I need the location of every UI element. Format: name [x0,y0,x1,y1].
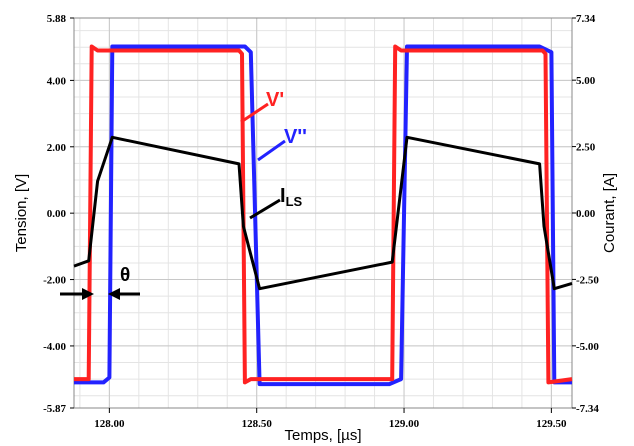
x-tick-label: 128.50 [242,418,273,430]
theta-arrow-left-head [82,288,94,300]
y-right-tick-label: 7.34 [576,13,596,25]
series-line-ils [73,135,573,291]
series-line-v-second [74,44,572,387]
annotation-ils: ILS [249,185,303,220]
y-right-tick-label: 5.00 [576,75,596,87]
y-right-tick-label: -7.34 [576,403,599,415]
y-left-tick-label: 2.00 [47,142,67,154]
x-tick-label: 129.50 [536,418,567,430]
annotation-theta-label: θ [120,265,130,286]
y-right-tick-label: 0.00 [576,208,596,220]
annotation-v-prime-pointer [240,102,269,124]
y-left-tick-label: -2.00 [43,275,66,287]
y-axis-left-title: Tension, [V] [13,174,30,252]
y-left-tick-label: -4.00 [43,341,66,353]
annotation-v-second: V'' [257,126,307,162]
annotation-ils-label: ILS [280,185,303,209]
x-tick-label: 128.00 [94,418,125,430]
x-tick-label: 129.00 [389,418,420,430]
y-left-tick-label: 5.88 [47,13,67,25]
series-line-v-prime [74,44,573,385]
theta-arrow-right-head [108,288,120,300]
y-left-tick-label: 4.00 [47,75,67,87]
y-right-tick-label: -2.50 [576,274,599,286]
y-right-tick-label: 2.50 [576,142,596,154]
annotation-v-second-pointer [257,139,286,162]
grid [74,17,572,409]
annotation-ils-pointer [249,198,281,220]
annotation-theta: θ [60,265,140,300]
y-left-tick-label: -5.87 [43,403,66,415]
y-left-tick-label: 0.00 [47,208,67,220]
annotation-v-prime-label: V' [266,89,284,111]
tick-labels: 128.00 128.50 129.00 129.50 5.88 4.00 2.00 0.00… [43,13,599,430]
annotation-v-second-label: V'' [284,126,307,148]
ticks [70,17,576,413]
series-group [73,44,573,387]
x-axis-title: Temps, [µs] [285,427,362,444]
y-right-tick-label: -5.00 [576,341,599,353]
annotation-v-prime: V' [240,89,284,124]
y-axis-right-title: Courant, [A] [601,173,618,253]
